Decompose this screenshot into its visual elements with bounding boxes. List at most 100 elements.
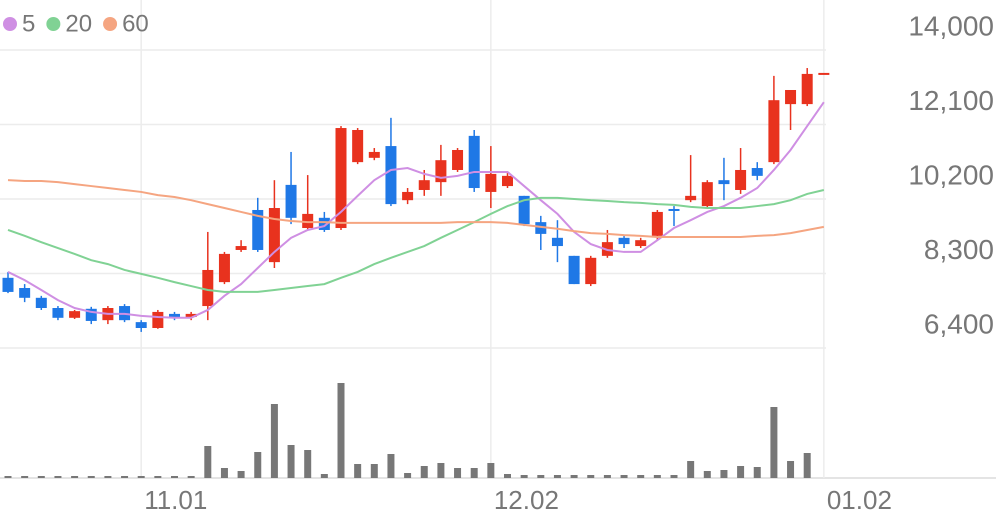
candle-body (418, 180, 430, 190)
volume-bar (753, 467, 761, 478)
candle-body (818, 72, 830, 75)
candle-body (402, 191, 414, 201)
moving-average-line (7, 179, 825, 239)
volume-bar (487, 463, 495, 478)
legend-label: 5 (22, 10, 35, 37)
legend-label: 20 (65, 10, 92, 37)
x-tick-label: 11.01 (144, 485, 207, 515)
candle-body (485, 173, 497, 192)
volume-bar (71, 476, 79, 478)
candle-body (718, 180, 730, 185)
volume-bar (587, 475, 595, 478)
volume-bar (204, 446, 212, 478)
candle-body (668, 208, 680, 211)
candle-body (385, 146, 397, 205)
candle-body (368, 151, 380, 158)
candle-body (618, 237, 630, 245)
volume-bar (287, 445, 295, 478)
volume-bar (454, 468, 462, 478)
volume-bar (4, 476, 12, 478)
candle-body (585, 257, 597, 285)
candle-body (701, 182, 713, 207)
candle-body (35, 297, 47, 309)
volume-bar (653, 475, 661, 478)
candle-body (252, 209, 264, 250)
candle-body (218, 253, 230, 283)
volume-bar (737, 466, 745, 478)
volume-bar (387, 454, 395, 478)
candle-body (285, 184, 297, 218)
volume-bar (670, 475, 678, 478)
candle-body (768, 100, 780, 163)
volume-bar (220, 468, 228, 478)
volume-bar (687, 461, 695, 478)
candle-body (152, 311, 164, 329)
volume-bar (504, 474, 511, 478)
candle-body (2, 277, 14, 292)
volume-bar (270, 404, 278, 478)
candle-body (735, 169, 747, 190)
volume-bar (470, 468, 478, 478)
moving-average-line (7, 189, 825, 293)
volume-bar (254, 452, 262, 478)
volume-bar (237, 471, 245, 478)
volume-bar (520, 475, 528, 478)
candle-body (535, 222, 547, 234)
candle-body (352, 129, 364, 163)
volume-bar (87, 476, 95, 478)
volume-bar (404, 473, 412, 478)
y-tick-label: 14,000 (908, 10, 994, 41)
moving-average-line (7, 101, 825, 319)
volume-bar (420, 466, 428, 478)
volume-bar (537, 475, 545, 478)
candle-body (318, 217, 330, 230)
volume-bar (354, 464, 362, 478)
candle-body (785, 89, 797, 105)
volume-bar (603, 475, 611, 478)
candle-body (801, 73, 813, 105)
volume-bar (121, 476, 129, 478)
candle-body (185, 313, 197, 318)
volume-bar (171, 476, 178, 478)
candle-body (169, 313, 180, 318)
x-tick-label: 12.02 (494, 485, 559, 515)
candle-body (435, 160, 447, 183)
volume-bar (304, 450, 312, 478)
volume-bar (21, 476, 29, 478)
candle-body (69, 311, 81, 318)
candle-body (202, 269, 214, 307)
volume-bar (370, 464, 378, 478)
volume-bar (320, 474, 328, 478)
candle-body (19, 288, 31, 298)
candle-body (685, 195, 697, 201)
candle-body (135, 322, 147, 329)
candle-body (85, 308, 97, 321)
volume-bar (770, 407, 778, 478)
x-tick-label: 01.02 (827, 485, 892, 515)
candle-body (268, 208, 280, 263)
candle-body (235, 246, 247, 250)
volume-bar (187, 476, 195, 478)
candle-body (52, 308, 64, 318)
y-tick-label: 10,200 (908, 159, 994, 190)
candle-body (452, 149, 464, 170)
candle-body (568, 255, 580, 285)
volume-bar (703, 471, 711, 478)
legend-marker (3, 17, 17, 31)
volume-bar (553, 475, 561, 478)
volume-bar (570, 475, 578, 478)
candle-body (502, 175, 513, 187)
legend-label: 60 (122, 10, 149, 37)
candle-body (651, 211, 663, 236)
volume-bar (620, 475, 628, 478)
volume-bar (154, 476, 162, 478)
volume-bar (54, 476, 62, 478)
legend-marker (103, 17, 118, 31)
candle-body (335, 128, 347, 229)
volume-bar (437, 463, 445, 478)
candle-body (635, 240, 647, 247)
candle-body (302, 213, 314, 229)
candle-body (551, 237, 563, 247)
volume-bar (803, 453, 811, 478)
